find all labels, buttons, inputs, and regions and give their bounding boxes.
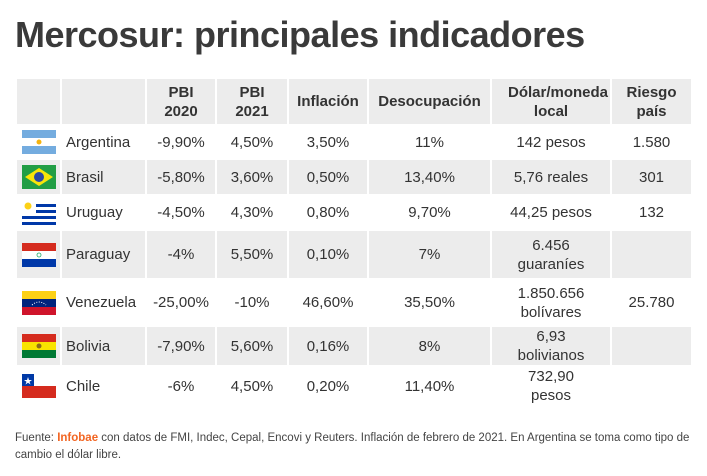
country-name: Bolivia: [60, 325, 147, 367]
cell-desocupacion: 35,50%: [367, 278, 492, 327]
cell-pbi2021: 5,60%: [215, 325, 289, 367]
country-name: Argentina: [60, 124, 147, 160]
cell-riesgo: 301: [610, 158, 693, 196]
header-dolar: Dólar/moneda local: [490, 77, 612, 126]
header-country: [60, 77, 147, 126]
cell-pbi2021: -10%: [215, 278, 289, 327]
cell-inflacion: 46,60%: [287, 278, 369, 327]
chile-flag-icon: [21, 374, 56, 398]
argentina-flag-icon: [21, 130, 56, 154]
brazil-flag-icon: [21, 165, 56, 189]
flag-cell: [15, 365, 62, 407]
footnote-prefix: Fuente:: [15, 432, 58, 444]
cell-dolar: 6,93 bolivianos: [490, 325, 612, 367]
country-name: Venezuela: [60, 278, 147, 327]
header-flag: [15, 77, 62, 126]
cell-desocupacion: 8%: [367, 325, 492, 367]
table-row: Argentina -9,90% 4,50% 3,50% 11% 142 pesos 1.5…: [15, 124, 693, 160]
cell-pbi2021: 3,60%: [215, 158, 289, 196]
cell-dolar: 44,25 pesos: [490, 194, 612, 231]
cell-desocupacion: 7%: [367, 229, 492, 280]
cell-desocupacion: 13,40%: [367, 158, 492, 196]
cell-pbi2021: 4,50%: [215, 365, 289, 407]
page-title: Mercosur: principales indicadores: [15, 14, 585, 55]
cell-inflacion: 0,16%: [287, 325, 369, 367]
source-footnote: Fuente: Infobae con datos de FMI, Indec,…: [15, 430, 695, 464]
table-header-row: PBI 2020 PBI 2021 Inflación Desocupación…: [15, 77, 693, 126]
uruguay-flag-icon: [21, 200, 56, 225]
footnote-text: con datos de FMI, Indec, Cepal, Encovi y…: [15, 432, 690, 461]
cell-pbi2020: -4,50%: [145, 194, 217, 231]
flag-cell: [15, 229, 62, 280]
cell-riesgo: [610, 365, 693, 407]
cell-pbi2020: -25,00%: [145, 278, 217, 327]
cell-inflacion: 0,20%: [287, 365, 369, 407]
cell-pbi2020: -6%: [145, 365, 217, 407]
cell-desocupacion: 11%: [367, 124, 492, 160]
cell-desocupacion: 9,70%: [367, 194, 492, 231]
flag-cell: [15, 278, 62, 327]
indicators-table: PBI 2020 PBI 2021 Inflación Desocupación…: [15, 77, 693, 407]
cell-inflacion: 3,50%: [287, 124, 369, 160]
flag-cell: [15, 124, 62, 160]
flag-cell: [15, 158, 62, 196]
country-name: Paraguay: [60, 229, 147, 280]
header-riesgo: Riesgo país: [610, 77, 693, 126]
cell-pbi2020: -7,90%: [145, 325, 217, 367]
cell-inflacion: 0,80%: [287, 194, 369, 231]
cell-dolar: 6.456 guaraníes: [490, 229, 612, 280]
country-name: Brasil: [60, 158, 147, 196]
cell-riesgo: 132: [610, 194, 693, 231]
cell-pbi2021: 4,50%: [215, 124, 289, 160]
cell-desocupacion: 11,40%: [367, 365, 492, 407]
cell-pbi2020: -4%: [145, 229, 217, 280]
table-row: Venezuela -25,00% -10% 46,60% 35,50% 1.850.65…: [15, 278, 693, 327]
flag-cell: [15, 194, 62, 231]
cell-pbi2021: 5,50%: [215, 229, 289, 280]
header-inflacion: Inflación: [287, 77, 369, 126]
cell-dolar: 732,90 pesos: [490, 365, 612, 407]
country-name: Uruguay: [60, 194, 147, 231]
table-row: Uruguay -4,50% 4,30% 0,80% 9,70% 44,25 pesos 1…: [15, 194, 693, 231]
cell-pbi2021: 4,30%: [215, 194, 289, 231]
header-pbi-2020: PBI 2020: [145, 77, 217, 126]
source-name: Infobae: [57, 432, 99, 444]
table-row: Brasil -5,80% 3,60% 0,50% 13,40% 5,76 reales 3…: [15, 158, 693, 196]
paraguay-flag-icon: [21, 242, 56, 267]
cell-inflacion: 0,10%: [287, 229, 369, 280]
bolivia-flag-icon: [21, 334, 56, 358]
country-name: Chile: [60, 365, 147, 407]
cell-riesgo: 25.780: [610, 278, 693, 327]
table-row: Chile -6% 4,50% 0,20% 11,40% 732,90 pesos: [15, 365, 693, 407]
cell-riesgo: [610, 229, 693, 280]
cell-riesgo: 1.580: [610, 124, 693, 160]
cell-pbi2020: -5,80%: [145, 158, 217, 196]
table-row: Paraguay -4% 5,50% 0,10% 7% 6.456 guaraníes: [15, 229, 693, 280]
flag-cell: [15, 325, 62, 367]
cell-pbi2020: -9,90%: [145, 124, 217, 160]
table-row: Bolivia -7,90% 5,60% 0,16% 8% 6,93 bolivianos: [15, 325, 693, 367]
header-pbi-2021: PBI 2021: [215, 77, 289, 126]
header-desocupacion: Desocupación: [367, 77, 492, 126]
cell-dolar: 5,76 reales: [490, 158, 612, 196]
venezuela-flag-icon: [21, 290, 56, 315]
cell-inflacion: 0,50%: [287, 158, 369, 196]
cell-riesgo: [610, 325, 693, 367]
cell-dolar: 1.850.656 bolívares: [490, 278, 612, 327]
cell-dolar: 142 pesos: [490, 124, 612, 160]
